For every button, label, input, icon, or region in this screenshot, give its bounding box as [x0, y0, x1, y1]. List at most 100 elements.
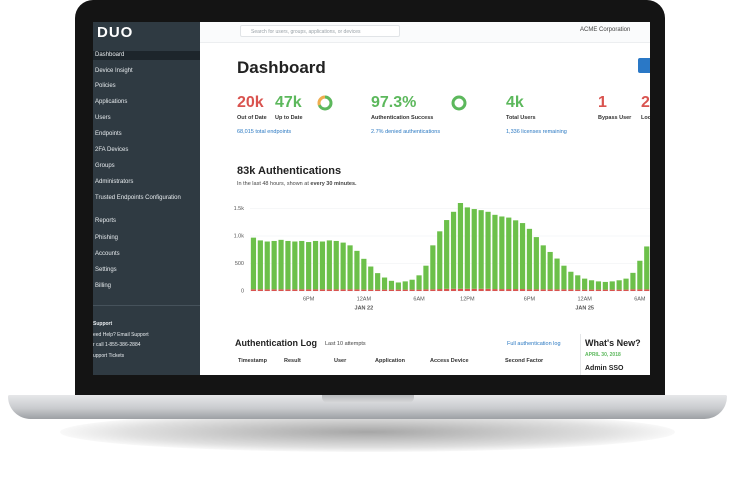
bar: [319, 289, 326, 291]
bar: [595, 281, 602, 290]
log-link[interactable]: Full authentication log: [507, 341, 561, 347]
bar: [444, 220, 450, 289]
menu-item[interactable]: Accounts: [95, 251, 120, 257]
bar: [457, 288, 464, 291]
bar: [588, 280, 595, 290]
column-header: Result: [284, 358, 301, 364]
bar: [492, 289, 498, 291]
bar: [492, 214, 498, 290]
bar: [450, 288, 457, 291]
search-input[interactable]: Search for users, groups, applications, …: [240, 25, 400, 37]
bar: [540, 289, 546, 291]
bar: [299, 289, 305, 291]
menu-item[interactable]: Dashboard: [93, 51, 200, 60]
bar: [623, 289, 629, 291]
bar: [437, 289, 443, 291]
bar: [292, 241, 298, 290]
menu-item[interactable]: Applications: [95, 99, 128, 105]
menu-item[interactable]: Settings: [95, 267, 117, 273]
bar: [368, 266, 374, 290]
stat-link[interactable]: 1,336 licenses remaining: [506, 129, 567, 135]
bar: [347, 245, 353, 290]
bar: [464, 288, 470, 291]
stat-link[interactable]: 68,015 total endpoints: [237, 129, 292, 135]
menu-item[interactable]: Phishing: [95, 235, 119, 241]
menu-item[interactable]: Device Insight: [95, 68, 133, 74]
bar: [485, 211, 491, 289]
bar: [554, 289, 560, 291]
bar: [588, 289, 595, 291]
support-link[interactable]: upport Tickets: [93, 353, 125, 359]
bar: [457, 203, 464, 289]
bar: [471, 209, 477, 289]
column-header: Second Factor: [505, 358, 544, 364]
bar: [526, 289, 533, 291]
menu-item[interactable]: 2FA Devices: [95, 147, 129, 153]
menu-item[interactable]: Endpoints: [95, 131, 122, 137]
bar: [547, 251, 553, 290]
x-tick-label: 12AM: [357, 296, 372, 302]
separator: [580, 334, 581, 375]
log-title: Authentication Log: [235, 338, 317, 348]
bar: [257, 240, 263, 290]
stat-value: 47k: [275, 94, 302, 111]
bar: [285, 240, 291, 290]
bar: [499, 216, 505, 290]
whats-new-title: What's New?: [585, 338, 641, 348]
bar: [250, 237, 257, 290]
column-header: Timestamp: [238, 358, 267, 364]
whats-new-item[interactable]: Admin SSO: [585, 365, 624, 372]
x-tick-label: 12PM: [460, 296, 475, 302]
bar: [326, 289, 332, 291]
bar: [416, 289, 422, 291]
page-title: Dashboard: [237, 58, 326, 77]
menu-item[interactable]: Users: [95, 115, 111, 121]
y-tick-label: 500: [235, 261, 244, 267]
account-menu[interactable]: ACME Corporation: [580, 27, 631, 33]
logo[interactable]: DUO: [97, 24, 134, 41]
menu-item[interactable]: Reports: [95, 218, 117, 224]
menu-item[interactable]: Administrators: [95, 179, 134, 185]
bar: [478, 210, 484, 289]
bar: [257, 289, 263, 291]
menu-item[interactable]: Trusted Endpoints Configuration: [95, 195, 181, 201]
stat-link[interactable]: 2.7% denied authentications: [371, 129, 441, 135]
bar: [582, 289, 588, 291]
bar: [271, 240, 277, 290]
bar: [561, 289, 567, 291]
bar: [547, 289, 553, 291]
menu-item[interactable]: Groups: [95, 163, 115, 169]
bar: [361, 258, 367, 290]
bar: [375, 273, 381, 290]
y-tick-label: 1.5k: [234, 206, 245, 212]
bar: [575, 275, 581, 290]
donut-ring: [317, 95, 333, 111]
support-title: Support: [93, 321, 113, 327]
support-phone: r call 1-855-386-2884: [93, 342, 141, 348]
bar: [554, 258, 560, 290]
column-header: User: [334, 358, 347, 364]
bar: [306, 289, 312, 291]
bar: [388, 280, 395, 290]
column-header: Access Device: [430, 358, 469, 364]
stat-value: 1: [598, 94, 607, 111]
x-date-label: JAN 22: [355, 305, 374, 311]
bar: [264, 289, 270, 291]
bar: [533, 237, 539, 290]
support-link[interactable]: eed Help? Email Support: [93, 332, 149, 338]
menu-item[interactable]: Billing: [95, 283, 112, 289]
bar: [347, 289, 353, 291]
whats-new-date: APRIL 30, 2018: [585, 352, 621, 358]
stat-label: Total Users: [506, 115, 536, 121]
screen: DUO Support eed Help? Email Support r ca…: [93, 22, 650, 375]
x-tick-label: 6PM: [303, 296, 315, 302]
bar: [616, 280, 622, 290]
bar: [312, 289, 319, 291]
menu-item[interactable]: Policies: [95, 83, 116, 89]
bar: [506, 217, 512, 290]
action-button[interactable]: [638, 58, 650, 73]
chart: 0 500 1.0k 1.5k 6PM 12AM JAN 22 6AM 12PM 6PM 12AM J…: [234, 203, 650, 311]
bar: [519, 223, 526, 290]
bar: [575, 289, 581, 291]
